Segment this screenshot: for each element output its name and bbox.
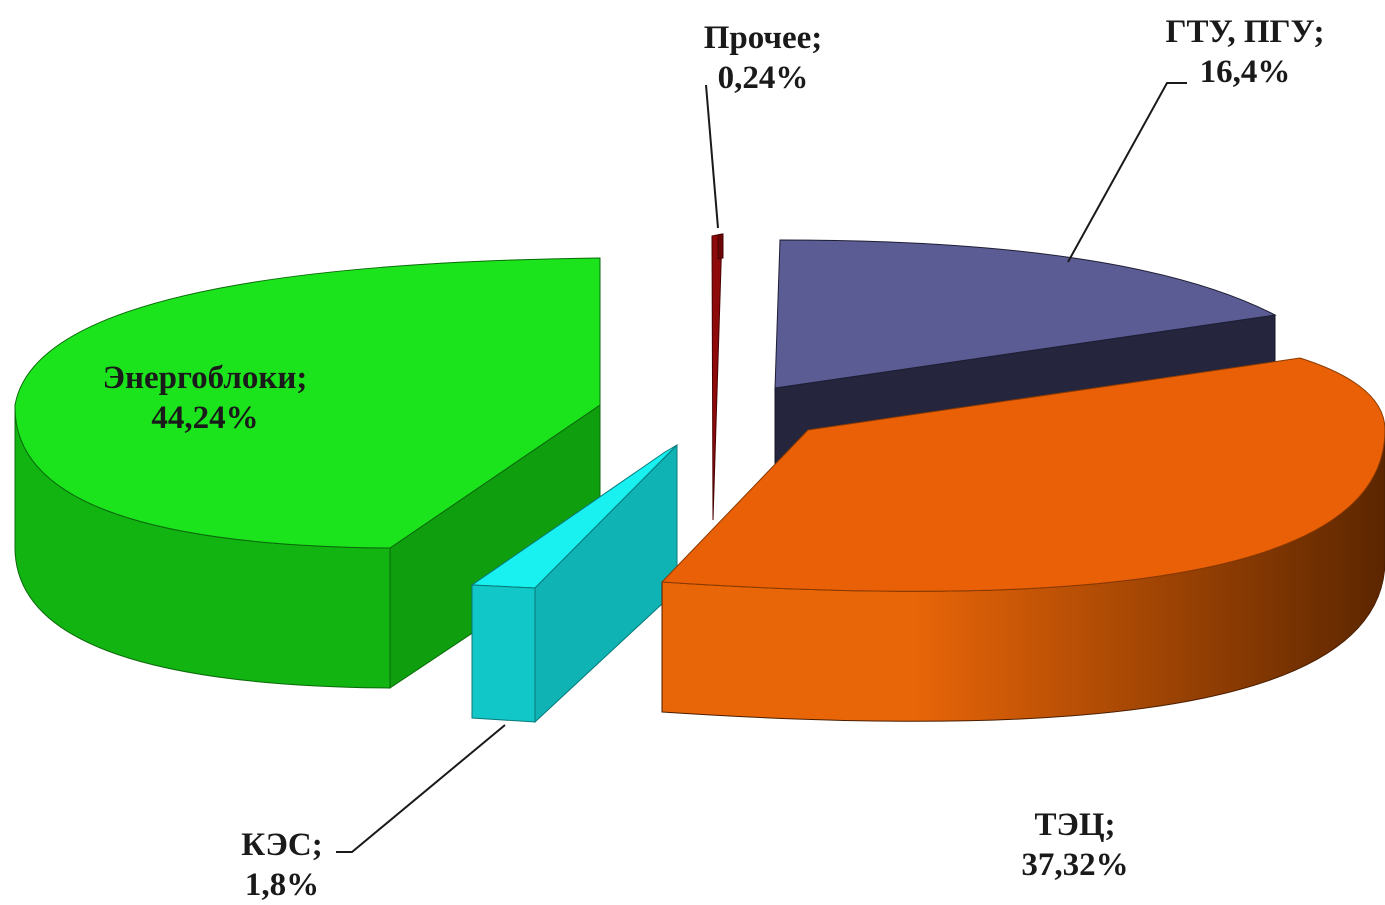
slice-energoblocks (14, 257, 601, 689)
slice-energoblocks-top (14, 257, 601, 549)
data-label-gtu-value: 16,4% (1199, 54, 1291, 90)
data-label-other-name: Прочее; (703, 20, 823, 56)
slice-tec-top (660, 357, 1385, 592)
slice-kes-front (471, 584, 536, 723)
leader-line-other (705, 84, 719, 229)
data-label-tec-value: 37,32% (1021, 847, 1129, 883)
data-label-gtu: ГТУ, ПГУ; 16,4% (1140, 12, 1350, 92)
data-label-energoblocks-name: Энергоблоки; (102, 360, 308, 396)
data-label-kes-value: 1,8% (244, 867, 320, 903)
slice-kes (470, 443, 678, 724)
data-label-energoblocks: Энергоблоки; 44,24% (70, 358, 340, 438)
data-label-tec-name: ТЭЦ; (1034, 807, 1116, 843)
data-label-tec: ТЭЦ; 37,32% (995, 805, 1155, 885)
slice-other (711, 233, 724, 521)
leader-line-gtu (1067, 82, 1187, 263)
leader-line-kes (336, 724, 506, 853)
data-label-energoblocks-value: 44,24% (151, 400, 259, 436)
data-label-gtu-name: ГТУ, ПГУ; (1165, 14, 1325, 50)
data-label-kes-name: КЭС; (241, 827, 323, 863)
slice-gtu-top (774, 239, 1277, 389)
data-label-other: Прочее; 0,24% (683, 18, 843, 98)
slice-tec (660, 357, 1385, 722)
data-label-other-value: 0,24% (717, 60, 809, 96)
slice-other-side (717, 233, 724, 260)
data-label-kes: КЭС; 1,8% (222, 825, 342, 905)
slice-other-top (711, 233, 723, 521)
